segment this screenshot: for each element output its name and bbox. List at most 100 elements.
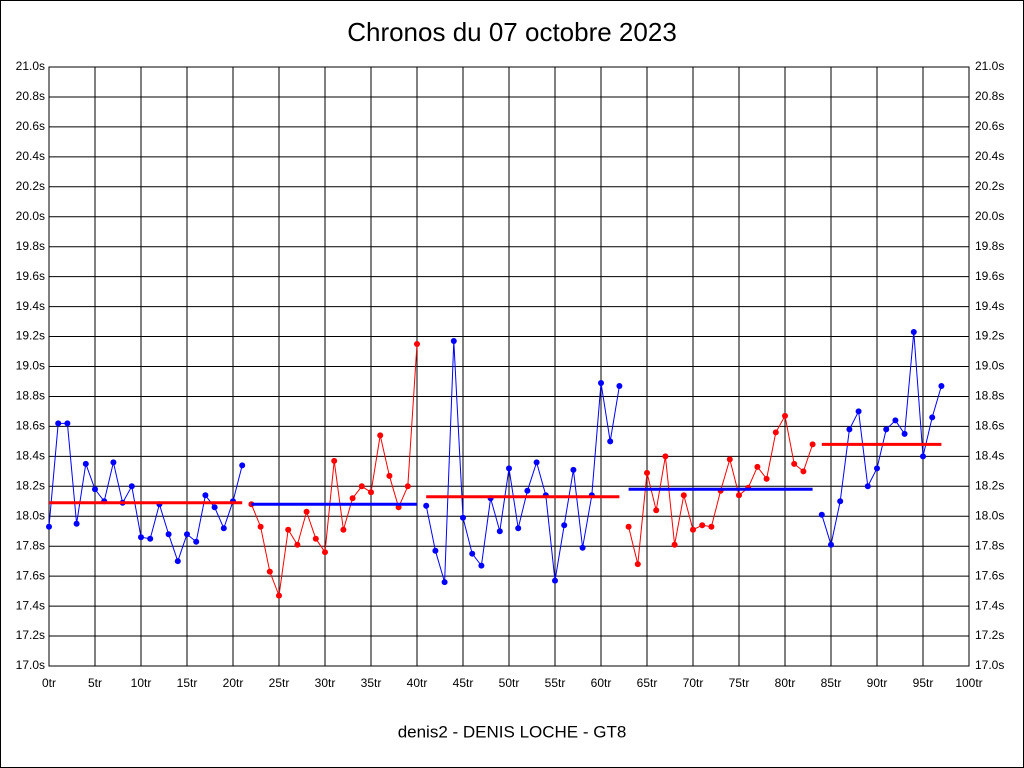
x-tick-label: 35tr bbox=[361, 676, 382, 690]
point bbox=[579, 544, 586, 551]
point bbox=[322, 549, 328, 556]
point bbox=[404, 483, 411, 490]
y2-tick-label: 20.0s bbox=[975, 209, 1004, 223]
y-tick-label: 19.4s bbox=[16, 299, 45, 313]
y-tick-label: 20.6s bbox=[16, 119, 45, 133]
y2-tick-label: 20.8s bbox=[975, 89, 1004, 103]
point bbox=[634, 561, 641, 568]
point bbox=[257, 523, 264, 530]
point bbox=[184, 531, 190, 538]
x-tick-label: 45tr bbox=[453, 676, 474, 690]
y-tick-label: 18.4s bbox=[16, 449, 45, 463]
point bbox=[441, 579, 448, 586]
point bbox=[138, 534, 144, 541]
point bbox=[285, 526, 292, 533]
series-line bbox=[821, 332, 942, 547]
x-tick-label: 60tr bbox=[591, 676, 612, 690]
point bbox=[432, 547, 439, 554]
x-tick-label: 80tr bbox=[775, 676, 796, 690]
point bbox=[202, 492, 209, 499]
point bbox=[128, 483, 135, 490]
y-tick-label: 20.8s bbox=[16, 89, 45, 103]
point bbox=[818, 511, 825, 518]
point bbox=[450, 338, 457, 345]
point bbox=[147, 535, 154, 542]
point bbox=[303, 508, 310, 515]
x-tick-label: 95tr bbox=[913, 676, 934, 690]
chart-title: Chronos du 07 octobre 2023 bbox=[347, 17, 677, 47]
y-tick-label: 18.0s bbox=[16, 508, 45, 522]
point bbox=[837, 498, 844, 505]
y2-tick-label: 18.6s bbox=[975, 419, 1004, 433]
y2-tick-label: 20.6s bbox=[975, 119, 1004, 133]
point bbox=[414, 341, 420, 348]
point bbox=[680, 492, 687, 499]
point bbox=[496, 528, 503, 535]
x-tick-label: 85tr bbox=[821, 676, 842, 690]
y2-tick-label: 17.8s bbox=[975, 538, 1004, 552]
y-tick-label: 19.6s bbox=[16, 269, 45, 283]
point bbox=[598, 379, 604, 386]
x-tick-label: 55tr bbox=[545, 676, 566, 690]
y2-tick-label: 17.0s bbox=[975, 658, 1004, 672]
point bbox=[910, 329, 917, 336]
point bbox=[266, 568, 273, 575]
y-tick-label: 18.8s bbox=[16, 389, 45, 403]
point bbox=[349, 495, 356, 502]
y2-tick-label: 19.6s bbox=[975, 269, 1004, 283]
point bbox=[570, 466, 577, 473]
point bbox=[46, 523, 52, 530]
point bbox=[699, 522, 706, 529]
y-tick-label: 19.8s bbox=[16, 239, 45, 253]
y-tick-label: 20.0s bbox=[16, 209, 45, 223]
point bbox=[165, 531, 172, 538]
point bbox=[239, 462, 246, 469]
point bbox=[211, 504, 218, 511]
series-line bbox=[425, 341, 620, 583]
y-tick-label: 19.0s bbox=[16, 359, 45, 373]
y2-tick-label: 18.2s bbox=[975, 478, 1004, 492]
point bbox=[782, 412, 788, 419]
x-tick-label: 30tr bbox=[315, 676, 336, 690]
point bbox=[294, 541, 301, 548]
point bbox=[340, 526, 347, 533]
point bbox=[726, 456, 733, 463]
y2-tick-label: 19.4s bbox=[975, 299, 1004, 313]
point bbox=[892, 417, 899, 424]
point bbox=[552, 577, 558, 584]
y2-tick-label: 21.0s bbox=[975, 59, 1004, 73]
x-tick-label: 100tr bbox=[955, 676, 982, 690]
x-tick-label: 20tr bbox=[223, 676, 244, 690]
x-tick-label: 25tr bbox=[269, 676, 290, 690]
point bbox=[920, 453, 926, 460]
point bbox=[312, 535, 319, 542]
point bbox=[515, 525, 522, 532]
y-tick-label: 20.2s bbox=[16, 179, 45, 193]
plot-border bbox=[48, 66, 970, 667]
y-tick-label: 17.2s bbox=[16, 628, 45, 642]
point bbox=[331, 457, 338, 464]
y2-tick-label: 18.4s bbox=[975, 449, 1004, 463]
y2-tick-label: 20.2s bbox=[975, 179, 1004, 193]
point bbox=[478, 562, 485, 569]
y2-tick-label: 17.2s bbox=[975, 628, 1004, 642]
point bbox=[929, 414, 936, 421]
point bbox=[174, 558, 181, 565]
y-tick-label: 20.4s bbox=[16, 149, 45, 163]
point bbox=[846, 426, 853, 433]
y2-tick-label: 17.4s bbox=[975, 598, 1004, 612]
point bbox=[874, 465, 880, 472]
point bbox=[460, 514, 466, 521]
y-tick-label: 18.6s bbox=[16, 419, 45, 433]
point bbox=[653, 507, 660, 514]
point bbox=[791, 460, 798, 467]
point bbox=[864, 483, 871, 490]
y2-tick-label: 20.4s bbox=[975, 149, 1004, 163]
point bbox=[616, 382, 623, 389]
y-tick-label: 17.6s bbox=[16, 568, 45, 582]
x-tick-label: 75tr bbox=[729, 676, 750, 690]
point bbox=[82, 460, 89, 467]
point bbox=[423, 502, 430, 509]
point bbox=[855, 408, 862, 415]
point bbox=[644, 469, 650, 476]
